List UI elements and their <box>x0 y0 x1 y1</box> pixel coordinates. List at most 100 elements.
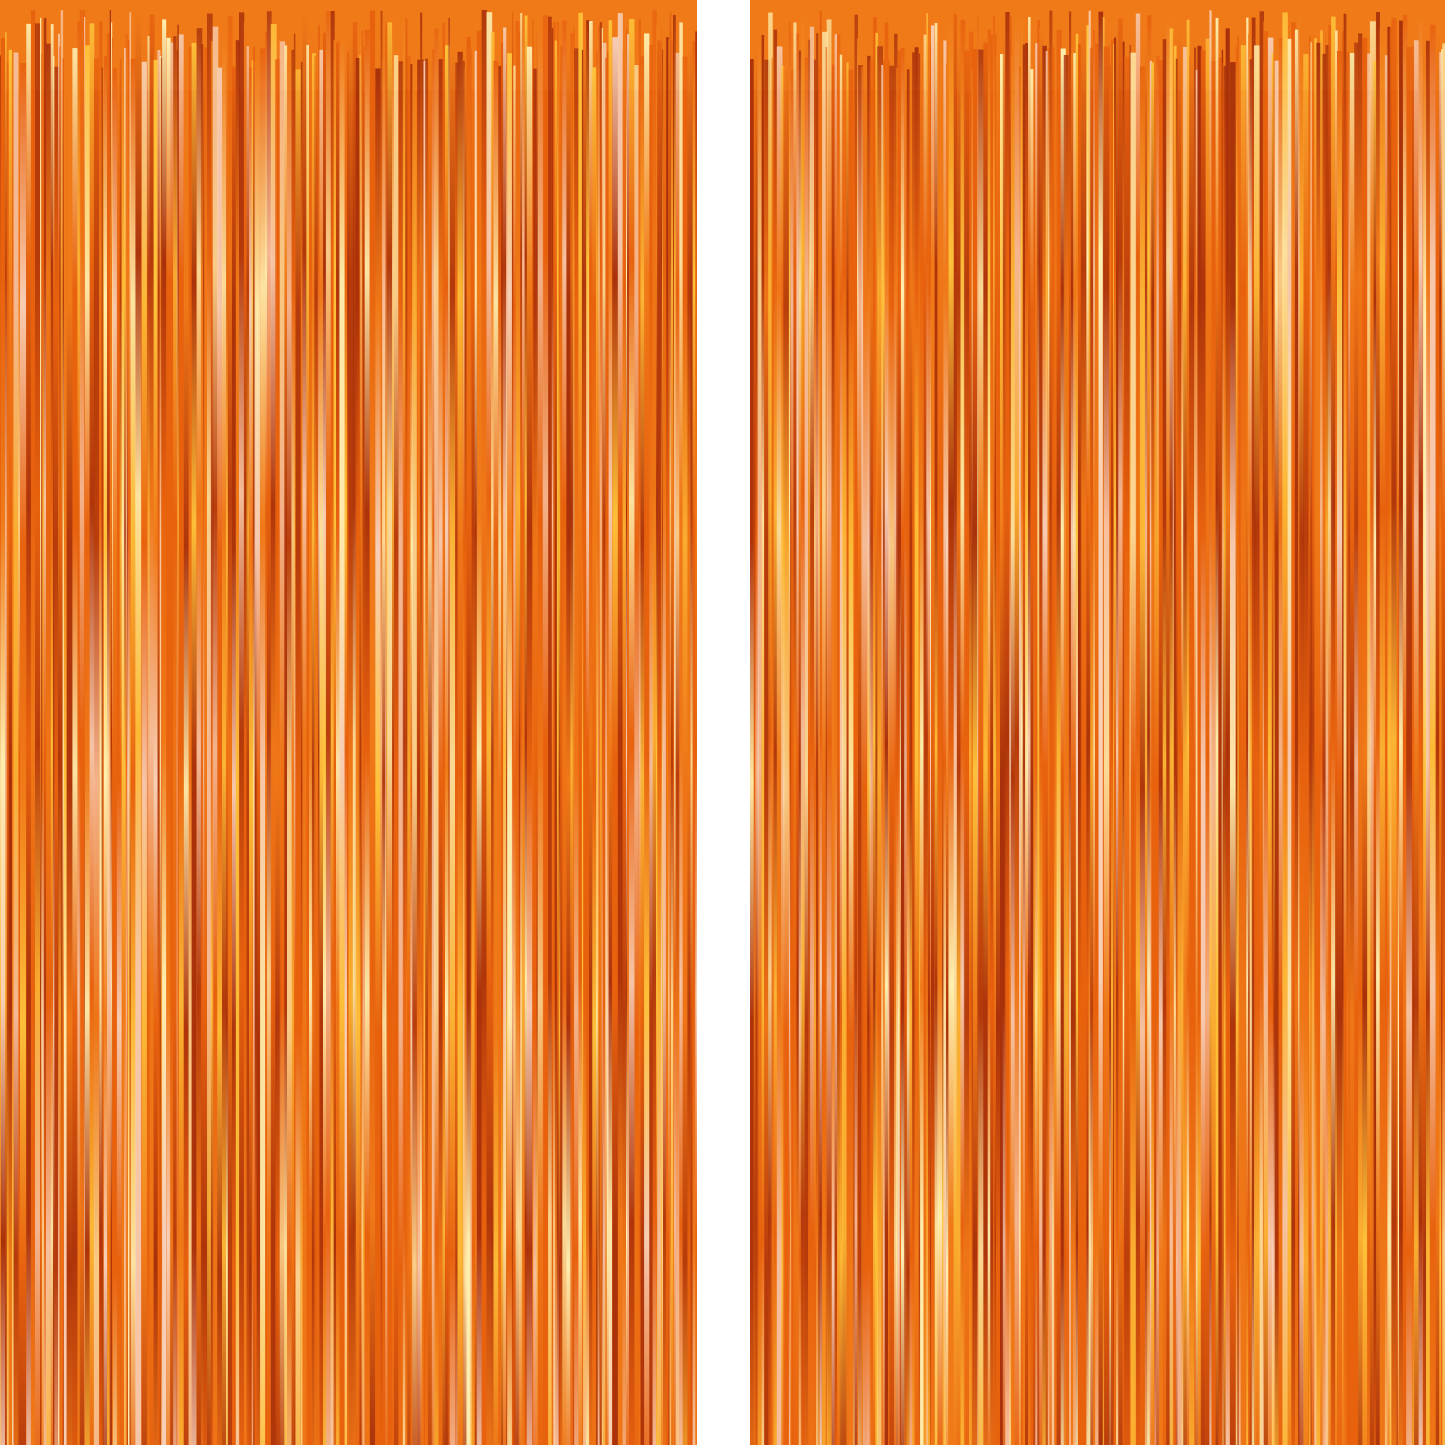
foil-strand <box>754 15 756 1445</box>
foil-strand <box>476 30 482 1445</box>
foil-strand <box>1267 37 1274 1445</box>
foil-strand <box>402 18 406 1445</box>
foil-strand <box>1124 56 1130 1445</box>
foil-strand <box>183 65 190 1445</box>
foil-strand <box>881 64 885 1445</box>
foil-strand <box>822 31 828 1445</box>
foil-strand <box>1025 43 1029 1445</box>
foil-strand <box>1014 16 1020 1445</box>
foil-strand <box>946 63 949 1445</box>
foil-strand <box>1175 58 1178 1445</box>
foil-strand <box>1308 36 1311 1445</box>
foil-strand <box>809 26 815 1445</box>
foil-strand <box>330 10 335 1445</box>
foil-strand <box>46 43 51 1445</box>
foil-strand <box>920 24 924 1445</box>
foil-strand <box>1093 29 1095 1445</box>
foil-strand <box>1211 60 1216 1445</box>
foil-strand <box>200 44 204 1445</box>
foil-strand <box>511 11 514 1445</box>
foil-strand <box>937 12 944 1445</box>
foil-strand <box>380 10 383 1445</box>
foil-strand <box>1063 55 1069 1445</box>
foil-strand <box>1205 38 1211 1445</box>
foil-strand <box>35 23 41 1445</box>
foil-strand <box>581 49 584 1445</box>
foil-strand <box>638 19 641 1445</box>
foil-strand <box>1225 28 1230 1445</box>
foil-strand <box>13 52 19 1445</box>
foil-strand <box>926 13 928 1445</box>
foil-strand <box>1435 20 1440 1445</box>
foil-strand <box>135 12 142 1445</box>
foil-strand <box>463 60 465 1445</box>
foil-strand <box>160 57 163 1445</box>
foil-strand <box>597 43 599 1445</box>
foil-strand <box>537 35 544 1445</box>
foil-strand <box>927 42 931 1445</box>
foil-strand <box>971 69 974 1445</box>
foil-strand <box>20 63 26 1445</box>
foil-strand <box>348 35 354 1445</box>
foil-strand <box>977 16 979 1445</box>
foil-strand <box>1098 11 1104 1445</box>
foil-strand <box>293 33 296 1445</box>
foil-strand <box>791 69 794 1445</box>
foil-strand <box>1051 46 1055 1445</box>
foil-strand <box>54 66 60 1445</box>
foil-strand <box>931 25 935 1445</box>
foil-strand <box>553 22 556 1445</box>
foil-strand <box>1221 49 1224 1445</box>
foil-strand <box>124 48 127 1445</box>
foil-strand <box>1429 24 1436 1445</box>
foil-strand <box>930 45 932 1445</box>
foil-strand <box>1291 22 1296 1445</box>
foil-strand <box>1358 33 1363 1445</box>
foil-strand <box>464 69 468 1445</box>
curtain-left-graphic <box>0 0 697 1445</box>
foil-strand <box>1251 17 1256 1445</box>
foil-strand <box>300 61 303 1445</box>
foil-strand <box>501 42 504 1445</box>
foil-strand <box>1325 45 1330 1445</box>
foil-strand <box>1166 20 1172 1445</box>
foil-strand <box>445 45 451 1445</box>
foil-strand <box>6 62 10 1445</box>
foil-strand <box>1116 26 1119 1445</box>
foil-strand <box>1010 54 1015 1445</box>
foil-strand <box>666 37 669 1445</box>
foil-strand <box>309 18 313 1445</box>
foil-strand <box>266 11 272 1445</box>
foil-strand <box>846 62 849 1445</box>
foil-strand <box>969 31 974 1445</box>
foil-strand <box>899 63 902 1445</box>
foil-strand <box>1346 51 1350 1445</box>
foil-strand <box>291 49 295 1445</box>
foil-strand <box>1172 32 1174 1445</box>
foil-strand <box>566 59 573 1445</box>
foil-strand <box>996 57 1001 1445</box>
foil-strand <box>1039 28 1044 1445</box>
foil-strand <box>586 20 590 1445</box>
foil-strand <box>66 62 73 1445</box>
foil-strand <box>513 65 516 1445</box>
foil-strand <box>311 53 316 1445</box>
curtain-right-graphic <box>750 0 1445 1445</box>
foil-strand <box>750 58 754 1445</box>
foil-strand <box>906 69 910 1445</box>
foil-strand <box>1399 20 1403 1445</box>
foil-strand <box>670 41 674 1445</box>
foil-strand <box>103 56 108 1445</box>
foil-curtain-right <box>750 0 1445 1445</box>
foil-strand <box>1303 54 1309 1445</box>
foil-strand <box>284 45 288 1445</box>
foil-strand <box>994 33 997 1445</box>
foil-strand <box>554 40 558 1445</box>
foil-strand <box>640 56 647 1445</box>
foil-strand <box>755 50 759 1445</box>
foil-strand <box>1298 13 1300 1445</box>
foil-strand <box>1412 45 1415 1445</box>
foil-strand <box>1397 40 1400 1445</box>
foil-strand <box>953 14 957 1445</box>
foil-strand <box>101 67 104 1445</box>
